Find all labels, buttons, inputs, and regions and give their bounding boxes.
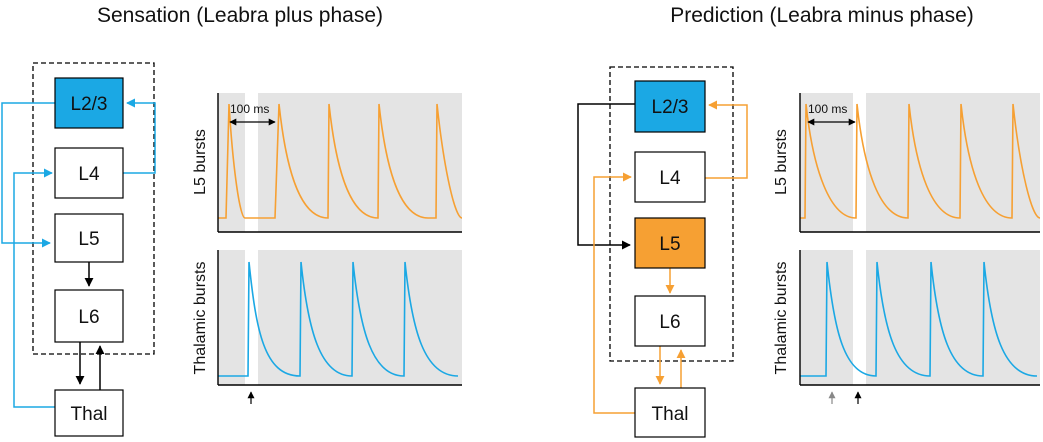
layer-label: L2/3 bbox=[652, 97, 689, 118]
layer-label: Thal bbox=[71, 404, 108, 425]
y-axis-label: L5 bursts bbox=[773, 129, 790, 195]
layer-l6: L6 bbox=[54, 289, 124, 343]
layer-label: L5 bbox=[78, 229, 99, 250]
layer-l4: L4 bbox=[54, 147, 124, 199]
panel-title: Prediction (Leabra minus phase) bbox=[670, 4, 974, 27]
l4-to-l23-arrow bbox=[705, 100, 748, 179]
l4-to-l23-arrow bbox=[123, 98, 156, 174]
plot-shading bbox=[800, 93, 1040, 232]
panel-sensation: Sensation (Leabra plus phase) L2/3 L4 L5 bbox=[1, 4, 463, 437]
layer-l4: L4 bbox=[634, 151, 706, 203]
layer-l23: L2/3 bbox=[54, 77, 124, 129]
plot-gap bbox=[853, 93, 866, 232]
plot-gap bbox=[245, 93, 258, 232]
scale-label: 100 ms bbox=[230, 102, 269, 116]
thal-burst-trace bbox=[218, 261, 459, 377]
l23-to-l5-arrow bbox=[577, 103, 635, 250]
thal-to-l4-arrow bbox=[13, 168, 55, 408]
panel-prediction: Prediction (Leabra minus phase) L2/3 L4 … bbox=[577, 4, 1041, 438]
layer-label: L5 bbox=[659, 234, 680, 255]
l5-burst-trace bbox=[218, 103, 463, 219]
scale-label: 100 ms bbox=[808, 102, 847, 116]
layer-l23: L2/3 bbox=[634, 80, 706, 133]
prediction-orange-connections bbox=[593, 100, 748, 414]
layer-l5: L5 bbox=[54, 213, 124, 263]
thalamic-bursts-plot: Thalamic bursts bbox=[773, 250, 1040, 404]
cortex-boundary bbox=[32, 62, 155, 355]
layer-label: L2/3 bbox=[71, 94, 108, 115]
layer-label: Thal bbox=[652, 404, 689, 425]
layer-label: L6 bbox=[78, 307, 99, 328]
y-axis-label: Thalamic bursts bbox=[773, 262, 790, 375]
l5-bursts-plot: 100 ms L5 bursts bbox=[773, 93, 1041, 233]
layer-thal: Thal bbox=[54, 389, 124, 437]
thalamic-bursts-plot: Thalamic bursts bbox=[192, 250, 462, 404]
layer-l5: L5 bbox=[634, 217, 706, 269]
plot-shading bbox=[218, 93, 462, 232]
plot-shading bbox=[800, 250, 1040, 385]
l23-to-l5-arrow bbox=[1, 102, 55, 248]
sensation-black-connections bbox=[75, 262, 105, 390]
l5-bursts-plot: 100 ms L5 bursts bbox=[192, 93, 463, 233]
y-axis-label: Thalamic bursts bbox=[192, 262, 209, 375]
layer-label: L6 bbox=[659, 312, 680, 333]
panel-title: Sensation (Leabra plus phase) bbox=[97, 4, 383, 27]
plot-shading bbox=[218, 250, 462, 385]
plot-gap bbox=[853, 250, 866, 385]
layer-thal: Thal bbox=[634, 387, 706, 438]
thal-to-l4-arrow bbox=[593, 172, 635, 414]
layer-label: L4 bbox=[659, 168, 681, 189]
l5-burst-trace bbox=[800, 103, 1041, 219]
layer-label: L4 bbox=[78, 164, 100, 185]
thal-burst-trace bbox=[800, 261, 1038, 377]
layer-l6: L6 bbox=[634, 295, 706, 347]
sensation-blue-connections bbox=[1, 98, 156, 408]
y-axis-label: L5 bursts bbox=[192, 129, 209, 195]
